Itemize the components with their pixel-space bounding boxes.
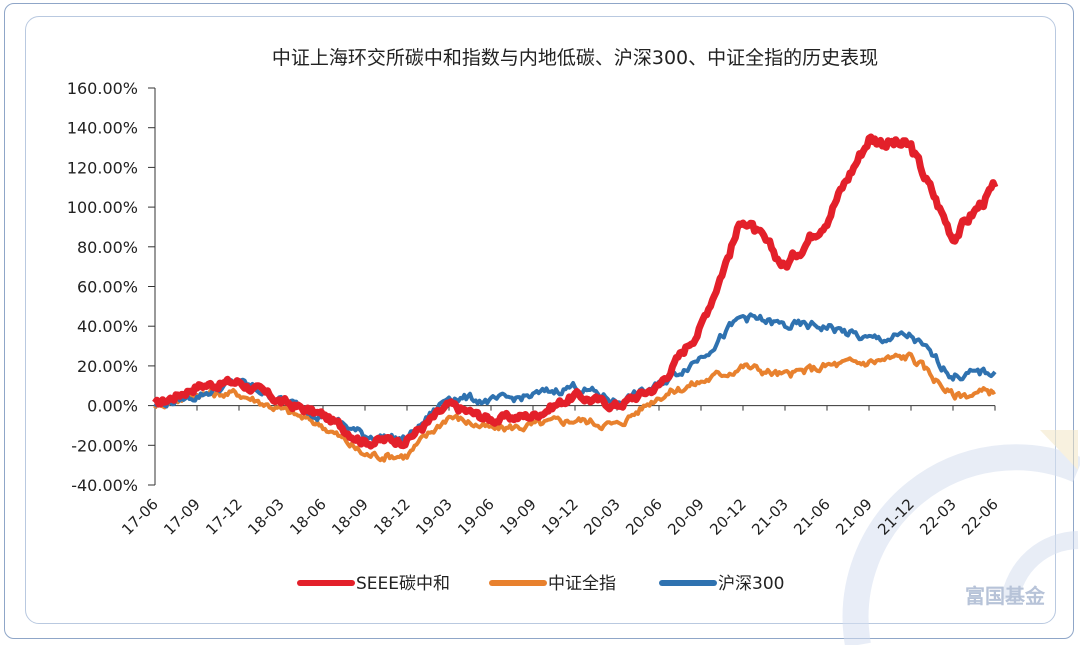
watermark-logo <box>842 430 1080 645</box>
y-tick-label: -40.00% <box>71 476 138 495</box>
x-tick-label: 19-03 <box>412 495 456 539</box>
chart-title: 中证上海环交所碳中和指数与内地低碳、沪深300、中证全指的历史表现 <box>272 47 878 69</box>
outer-frame <box>4 3 1074 639</box>
x-tick-label: 17-09 <box>160 495 204 539</box>
y-tick-label: 140.00% <box>67 119 138 138</box>
y-tick-label: 40.00% <box>77 317 138 336</box>
legend-label: 中证全指 <box>548 574 616 594</box>
x-tick-label: 18-12 <box>370 495 414 539</box>
x-tick-label: 19-06 <box>454 495 498 539</box>
y-tick-label: 160.00% <box>67 79 138 98</box>
x-axis: 17-0617-0917-1218-0318-0618-0918-1219-03… <box>118 405 1002 539</box>
x-tick-label: 20-06 <box>622 495 666 539</box>
legend-label: 沪深300 <box>718 574 784 594</box>
series-line <box>153 351 997 463</box>
x-tick-label: 21-06 <box>790 495 834 539</box>
legend-label: SEEE碳中和 <box>356 574 450 594</box>
chart-card <box>25 16 1056 624</box>
x-tick-label: 21-03 <box>748 495 792 539</box>
y-tick-label: 80.00% <box>77 238 138 257</box>
x-tick-label: 18-09 <box>328 495 372 539</box>
y-tick-label: -20.00% <box>71 436 138 455</box>
watermark-text: 富国基金 <box>965 584 1046 608</box>
y-tick-label: 0.00% <box>87 397 138 416</box>
x-tick-label: 17-06 <box>118 495 162 539</box>
x-tick-label: 17-12 <box>202 495 246 539</box>
x-tick-label: 18-06 <box>286 495 330 539</box>
x-tick-label: 19-09 <box>496 495 540 539</box>
x-tick-label: 19-12 <box>538 495 582 539</box>
x-tick-label: 20-09 <box>664 495 708 539</box>
y-tick-label: 20.00% <box>77 357 138 376</box>
x-tick-label: 20-12 <box>706 495 750 539</box>
legend: SEEE碳中和 中证全指 沪深300 <box>297 574 784 594</box>
x-tick-label: 20-03 <box>580 495 624 539</box>
y-tick-label: 100.00% <box>67 198 138 217</box>
y-tick-label: 120.00% <box>67 158 138 177</box>
x-tick-label: 18-03 <box>244 495 288 539</box>
x-tick-label: 22-06 <box>958 495 1002 539</box>
series-line <box>152 133 999 450</box>
series-layer <box>152 133 999 463</box>
y-axis: -40.00% -20.00% 0.00% 20.00% 40.00% 60.00% 80.… <box>67 79 156 495</box>
y-tick-label: 60.00% <box>77 278 138 297</box>
